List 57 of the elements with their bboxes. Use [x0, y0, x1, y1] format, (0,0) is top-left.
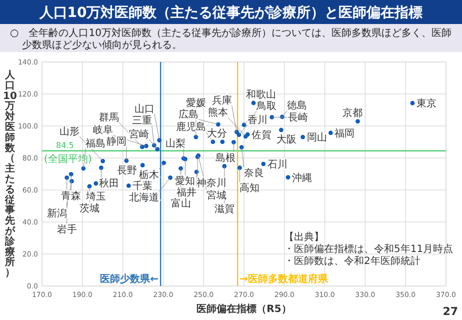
data-label: 山形 [60, 125, 80, 138]
ref-line-label: 医師少数県← [100, 273, 159, 285]
data-label: 長野 [116, 165, 137, 176]
data-label: 岩手 [56, 224, 77, 236]
data-label: 鹿児島 [176, 121, 206, 134]
annotation: ・医師偏在指標は、令和5年11月時点 [284, 243, 454, 255]
text: 人口10万対医師数（主たる従事先が診療所） [3, 70, 17, 279]
data-label: 北海道 [129, 192, 160, 204]
x-axis-title: 医師偏在指標（R5） [196, 303, 292, 315]
data-label: 兵庫 [212, 94, 232, 107]
annotation: (全国平均) [44, 152, 92, 165]
data-label: 京都 [342, 107, 362, 120]
data-label: 愛媛 [186, 97, 206, 110]
chart-subtitle: ○ 全年齢の人口10万対医師数（主たる従事先が診療所）については、医師多数県ほど多く、医師少数県ほど少ない傾向が見られる。 [10, 27, 452, 51]
data-label: 山梨 [166, 138, 186, 150]
data-label: 香川 [247, 114, 268, 126]
data-label: 大阪 [276, 133, 297, 146]
data-label: 静岡 [106, 135, 126, 148]
data-label: 鳥取 [256, 100, 277, 112]
data-label: 奈良 [244, 167, 264, 180]
annotation: ・医師数は、令和2年医師統計 [284, 255, 420, 267]
data-label: 高知 [240, 182, 260, 194]
data-label: 群馬 [98, 111, 119, 124]
chart-title: 人口10万対医師数（主たる従事先が診療所）と医師偏在指標 [38, 4, 423, 21]
data-label: 千葉 [132, 180, 153, 192]
data-label: 青森 [61, 190, 82, 202]
data-label: 埼玉 [84, 190, 106, 202]
data-label: 徳島 [287, 100, 308, 112]
data-label: 茨城 [79, 202, 100, 214]
data-label: 栃木 [138, 169, 159, 182]
data-label: 山口 [134, 102, 154, 115]
data-label: 佐賀 [252, 128, 272, 141]
data-label: 大分 [207, 128, 228, 140]
data-label: 岐阜 [92, 124, 113, 136]
data-label: 福岡 [334, 127, 355, 140]
data-label: 新潟 [46, 208, 67, 220]
data-label: 滋賀 [214, 203, 234, 216]
data-label: 長崎 [288, 112, 308, 124]
data-label: 福島 [86, 137, 106, 150]
data-label: 富山 [170, 197, 191, 210]
data-label: 宮城 [206, 189, 226, 202]
data-label: 神奈川 [196, 176, 227, 189]
ref-line-label: →医師多数都道府県 [240, 273, 329, 285]
data-label: 熊本 [208, 106, 228, 119]
data-label: 宮崎 [128, 128, 149, 140]
data-label: 岡山 [306, 132, 327, 144]
data-label: 沖縄 [292, 172, 312, 184]
data-label: 三重 [132, 114, 152, 126]
data-label: 東京 [416, 98, 436, 110]
data-label: 秋田 [99, 178, 120, 190]
data-label: 広島 [178, 108, 199, 120]
ref-line-label: 84.5 [56, 140, 74, 150]
data-label: 和歌山 [246, 88, 276, 101]
text: 27 [442, 305, 458, 318]
data-label: 島根 [216, 152, 236, 164]
data-label: 石川 [267, 158, 288, 170]
annotation: 【出典】 [284, 231, 324, 243]
